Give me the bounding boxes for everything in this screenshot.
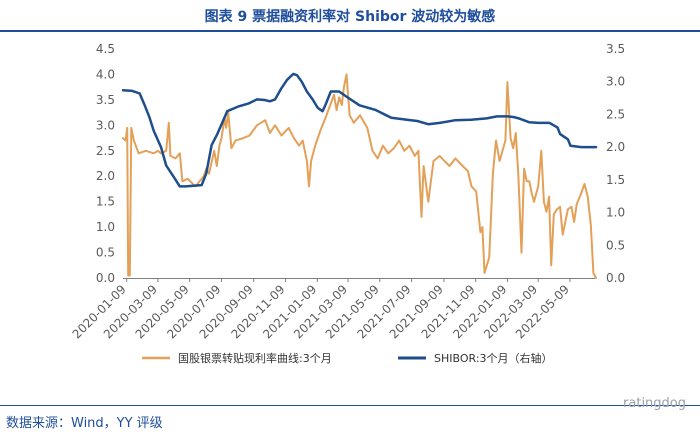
chart-title: 图表 9 票据融资利率对 Shibor 波动较为敏感 — [204, 9, 496, 25]
left-y-tick-label: 4.0 — [96, 67, 115, 81]
x-axis: 2020-01-092020-03-092020-05-092020-07-09… — [70, 278, 596, 341]
right-y-tick-label: 3.5 — [606, 42, 625, 56]
left-y-tick-label: 0.0 — [96, 271, 115, 285]
legend-label: SHIBOR:3个月（右轴） — [434, 351, 553, 365]
left-y-tick-label: 2.0 — [96, 169, 115, 183]
series-line-shibor — [121, 72, 598, 188]
left-y-tick-label: 1.5 — [96, 195, 115, 209]
right-y-tick-label: 2.0 — [606, 140, 625, 154]
right-y-tick-label: 2.5 — [606, 107, 625, 121]
right-y-tick-label: 1.5 — [606, 173, 625, 187]
left-y-tick-label: 0.5 — [96, 246, 115, 260]
series-line-bill-rate — [122, 73, 597, 279]
source-note: 数据来源：Wind，YY 评级 — [6, 416, 163, 431]
right-y-tick-label: 0.5 — [606, 238, 625, 252]
series-layer — [121, 72, 598, 279]
right-y-tick-label: 3.0 — [606, 75, 625, 89]
right-y-axis: 0.0 0.5 1.0 1.5 2.0 2.5 3.0 3.5 — [606, 42, 625, 285]
legend: 国股银票转贴现利率曲线:3个月 SHIBOR:3个月（右轴） — [142, 351, 553, 365]
title-rule — [0, 30, 700, 32]
left-y-axis: 0.0 0.5 1.0 1.5 2.0 2.5 3.0 3.5 4.0 4.5 — [96, 42, 115, 285]
left-y-tick-label: 3.5 — [96, 93, 115, 107]
left-y-tick-label: 1.0 — [96, 220, 115, 234]
watermark: ratingdog — [623, 396, 686, 411]
legend-label: 国股银票转贴现利率曲线:3个月 — [178, 351, 332, 365]
footer-rule — [0, 405, 700, 406]
left-y-tick-label: 3.0 — [96, 118, 115, 132]
right-y-tick-label: 0.0 — [606, 271, 625, 285]
left-y-tick-label: 4.5 — [96, 42, 115, 56]
left-y-tick-label: 2.5 — [96, 144, 115, 158]
right-y-tick-label: 1.0 — [606, 206, 625, 220]
